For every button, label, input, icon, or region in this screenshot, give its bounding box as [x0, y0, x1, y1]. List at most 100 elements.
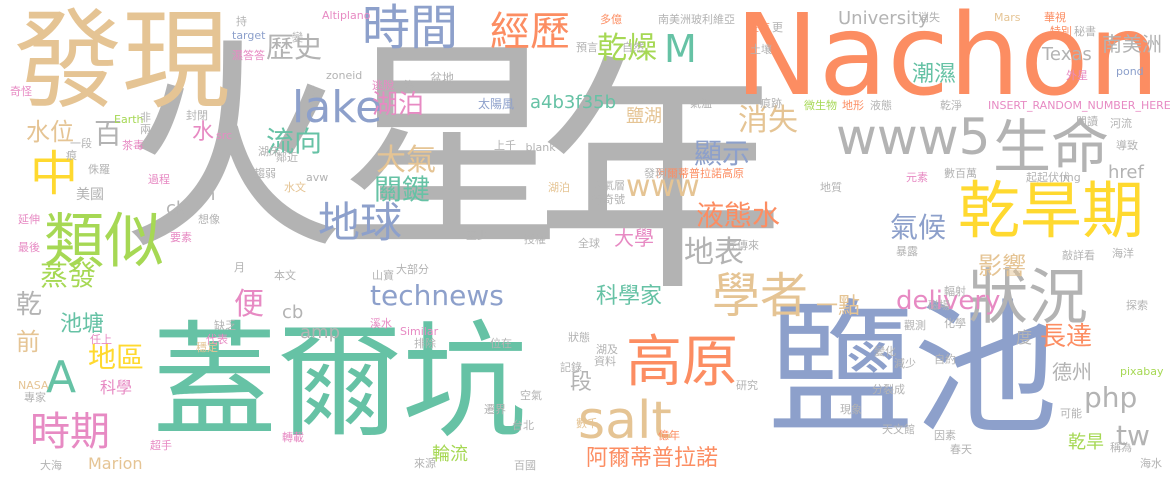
word-small: 好奇號 — [592, 194, 625, 205]
word-a: A — [46, 356, 76, 400]
word-university-en: University — [838, 10, 929, 28]
word-small: 濕答答 — [232, 50, 265, 61]
word-water-level: 水位 — [26, 120, 74, 144]
word-altiplano-plateau: 阿爾蒂普拉諾高原 — [656, 168, 744, 179]
word-small: 海水 — [1140, 458, 1162, 469]
word-before: 前 — [16, 330, 40, 354]
word-liquid: 液態 — [870, 100, 892, 111]
word-microbes: 微生物 — [804, 100, 837, 111]
word-climate: 氣候 — [890, 214, 946, 242]
word-many: 多億 — [600, 14, 622, 25]
word-small: 大氣層 — [592, 180, 625, 191]
word-small: 起起伏伏 — [1026, 172, 1070, 183]
word-small: 痕跡 — [760, 98, 782, 109]
word-small: 非 — [140, 112, 151, 123]
word-small: 磁場 — [928, 300, 950, 311]
word-small: 鄰近 — [276, 152, 298, 163]
word-ck: ck — [166, 200, 186, 218]
word-altiplano-zh: 阿爾蒂普拉諾 — [586, 448, 718, 470]
word-marion: Marion — [88, 456, 143, 472]
word-dry-period: 乾旱期 — [958, 180, 1144, 242]
word-small: 痕 — [66, 150, 77, 161]
word-small: 變化 — [874, 346, 896, 357]
word-src: src — [216, 130, 232, 141]
word-small: 底傳來 — [726, 240, 759, 251]
word-amp: amp — [300, 324, 340, 342]
word-small: 資料 — [594, 356, 616, 367]
word-small: 導致 — [1116, 140, 1138, 151]
word-small: 過程 — [148, 174, 170, 185]
word-university: 大學 — [614, 228, 654, 248]
word-small: 奇怪 — [10, 86, 32, 97]
word-small: 氣溫 — [690, 98, 712, 109]
word-discover: 發現 — [14, 8, 230, 116]
word-small: 數 — [306, 86, 317, 97]
word-small: 億年 — [658, 430, 680, 441]
word-rotation: 輪流 — [432, 446, 468, 464]
word-small: 生存 — [748, 22, 770, 33]
word-pixabay: pixabay — [1120, 366, 1164, 377]
word-small: 敲詳看 — [1062, 250, 1095, 261]
word-small: 湖泊 — [548, 182, 570, 193]
word-solar-wind: 太陽風 — [478, 98, 514, 110]
word-landform: 地形 — [842, 100, 864, 111]
word-small: 土壤 — [750, 44, 772, 55]
word-small: 更 — [772, 22, 783, 33]
word-small: 發現 — [644, 168, 666, 179]
word-small: 華視 — [1044, 12, 1066, 23]
word-segment: 段 — [570, 372, 592, 394]
word-small: 溪水 — [370, 318, 392, 329]
word-small: 化學 — [944, 318, 966, 329]
word-disappear: 消失 — [738, 106, 798, 136]
word-small: 觀測 — [904, 320, 926, 331]
word-small: 想像 — [198, 214, 220, 225]
word-small: 可能 — [1060, 408, 1082, 419]
word-small: 暴露 — [896, 246, 918, 257]
word-humid: 潮濕 — [912, 64, 956, 86]
word-small: 預言 — [576, 42, 598, 53]
word-small: 空氣 — [520, 390, 542, 401]
word-period: 時期 — [30, 412, 110, 452]
word-small: 海洋 — [1112, 248, 1134, 259]
word-technews: technews — [370, 282, 504, 310]
word-small: 河流 — [1110, 118, 1132, 129]
word-plateau: 高原 — [626, 335, 738, 391]
word-small: 探索 — [1126, 300, 1148, 311]
word-small: 授權 — [524, 234, 546, 245]
word-small: 侏羅 — [88, 164, 110, 175]
word-m: M — [664, 30, 697, 68]
word-small: 地質 — [820, 182, 842, 193]
word-small: 元素 — [906, 172, 928, 183]
word-earth: 地球 — [318, 202, 402, 244]
word-small: 茶毒 — [122, 140, 144, 151]
word-small: 山寶 — [372, 270, 394, 281]
word-small: 大海 — [40, 460, 62, 471]
word-insert: INSERT_RANDOM_NUMBER_HERE — [988, 100, 1171, 111]
word-small: 因素 — [934, 430, 956, 441]
word-small: 秘書 — [1074, 26, 1096, 37]
word-a-bit: 一點 — [816, 296, 860, 318]
word-small: 現象 — [840, 404, 862, 415]
word-evaporate: 蒸發 — [40, 262, 96, 290]
word-small: 一段 — [70, 138, 92, 149]
word-long: 長達 — [1040, 324, 1092, 350]
word-small: 記錄 — [560, 362, 582, 373]
word-small: 大部分 — [396, 264, 429, 275]
word-thousands: 上千 — [494, 140, 516, 151]
word-small: 至少 — [466, 230, 488, 241]
word-then: 便 — [234, 290, 264, 320]
word-salt-lake: 鹽湖 — [626, 108, 662, 126]
word-small: 台北 — [512, 420, 534, 431]
word-small: 消失 — [918, 12, 940, 23]
word-lake: 湖泊 — [372, 92, 424, 118]
word-small: 變 — [292, 32, 303, 43]
word-small: 延伸 — [18, 214, 40, 225]
word-small: 缺乏 — [214, 320, 236, 331]
word-small: 趨弱 — [254, 168, 276, 179]
word-small: 數百萬 — [944, 168, 977, 179]
word-small: 閱讀 — [1076, 116, 1098, 127]
word-atmosphere: 大氣 — [376, 146, 436, 176]
word-small: 全球 — [578, 238, 600, 249]
word-small: 封閉 — [186, 110, 208, 121]
word-small: 水文 — [284, 182, 306, 193]
